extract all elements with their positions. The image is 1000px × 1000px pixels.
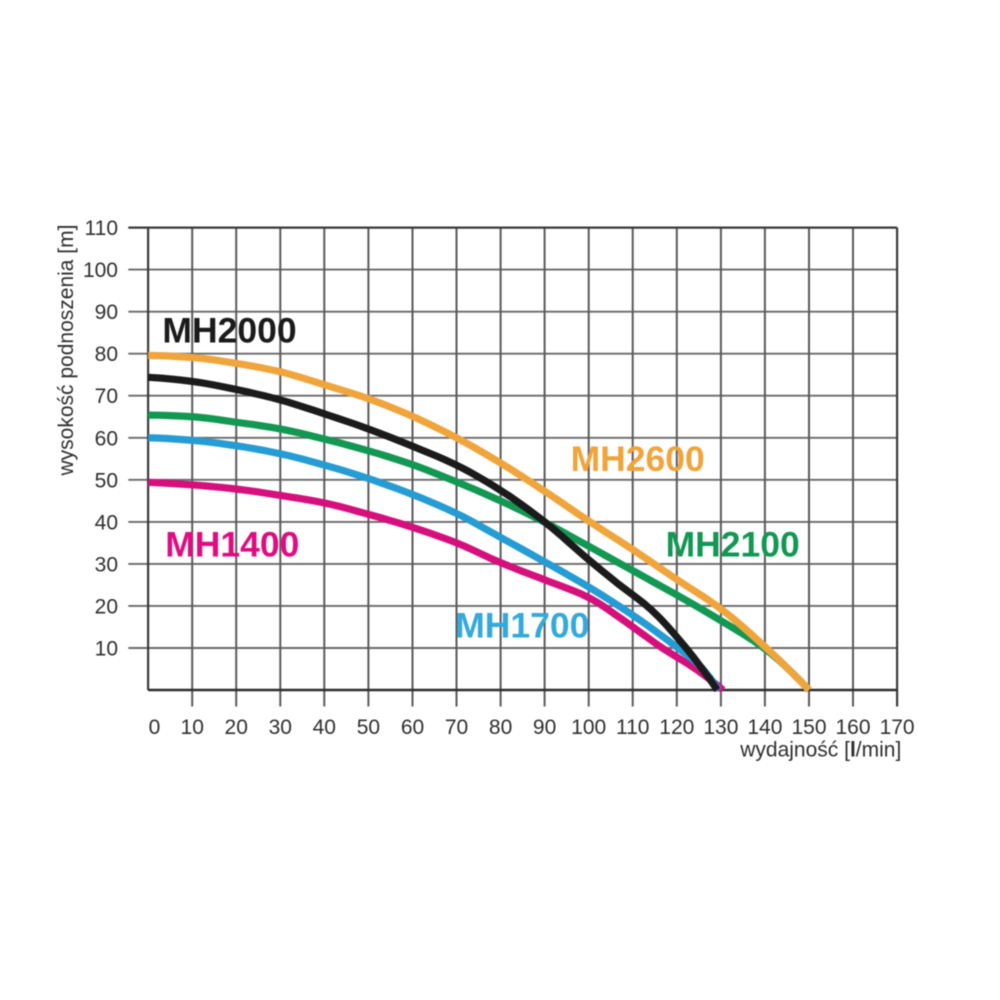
svg-text:30: 30 — [269, 716, 292, 739]
svg-text:10: 10 — [181, 716, 204, 739]
svg-text:30: 30 — [95, 553, 118, 576]
svg-text:10: 10 — [95, 638, 118, 661]
svg-text:120: 120 — [659, 716, 694, 739]
svg-text:130: 130 — [703, 716, 738, 739]
svg-text:140: 140 — [747, 716, 782, 739]
svg-text:wysokość podnoszenia [m]: wysokość podnoszenia [m] — [55, 225, 78, 477]
svg-text:40: 40 — [313, 716, 336, 739]
svg-text:50: 50 — [357, 716, 380, 739]
svg-text:70: 70 — [95, 385, 118, 408]
svg-text:110: 110 — [85, 217, 118, 240]
svg-text:110: 110 — [616, 716, 649, 739]
svg-text:150: 150 — [791, 716, 826, 739]
svg-text:50: 50 — [95, 469, 118, 492]
svg-text:60: 60 — [401, 716, 424, 739]
svg-text:0: 0 — [149, 716, 161, 739]
svg-text:100: 100 — [83, 259, 118, 282]
svg-text:80: 80 — [489, 716, 512, 739]
svg-text:70: 70 — [445, 716, 468, 739]
svg-text:MH1400: MH1400 — [165, 525, 299, 565]
svg-text:20: 20 — [225, 716, 248, 739]
svg-text:160: 160 — [835, 716, 870, 739]
svg-text:170: 170 — [880, 716, 915, 739]
svg-text:90: 90 — [95, 301, 118, 324]
svg-text:20: 20 — [95, 595, 118, 618]
svg-text:MH2600: MH2600 — [571, 439, 705, 479]
svg-text:MH2100: MH2100 — [666, 525, 800, 565]
svg-text:40: 40 — [95, 511, 118, 534]
svg-text:80: 80 — [95, 343, 118, 366]
svg-text:wydajność [l/min]: wydajność [l/min] — [739, 739, 901, 762]
svg-text:60: 60 — [95, 427, 118, 450]
svg-text:MH2000: MH2000 — [162, 310, 296, 350]
svg-text:100: 100 — [571, 716, 606, 739]
svg-text:90: 90 — [533, 716, 556, 739]
svg-text:MH1700: MH1700 — [455, 605, 589, 645]
